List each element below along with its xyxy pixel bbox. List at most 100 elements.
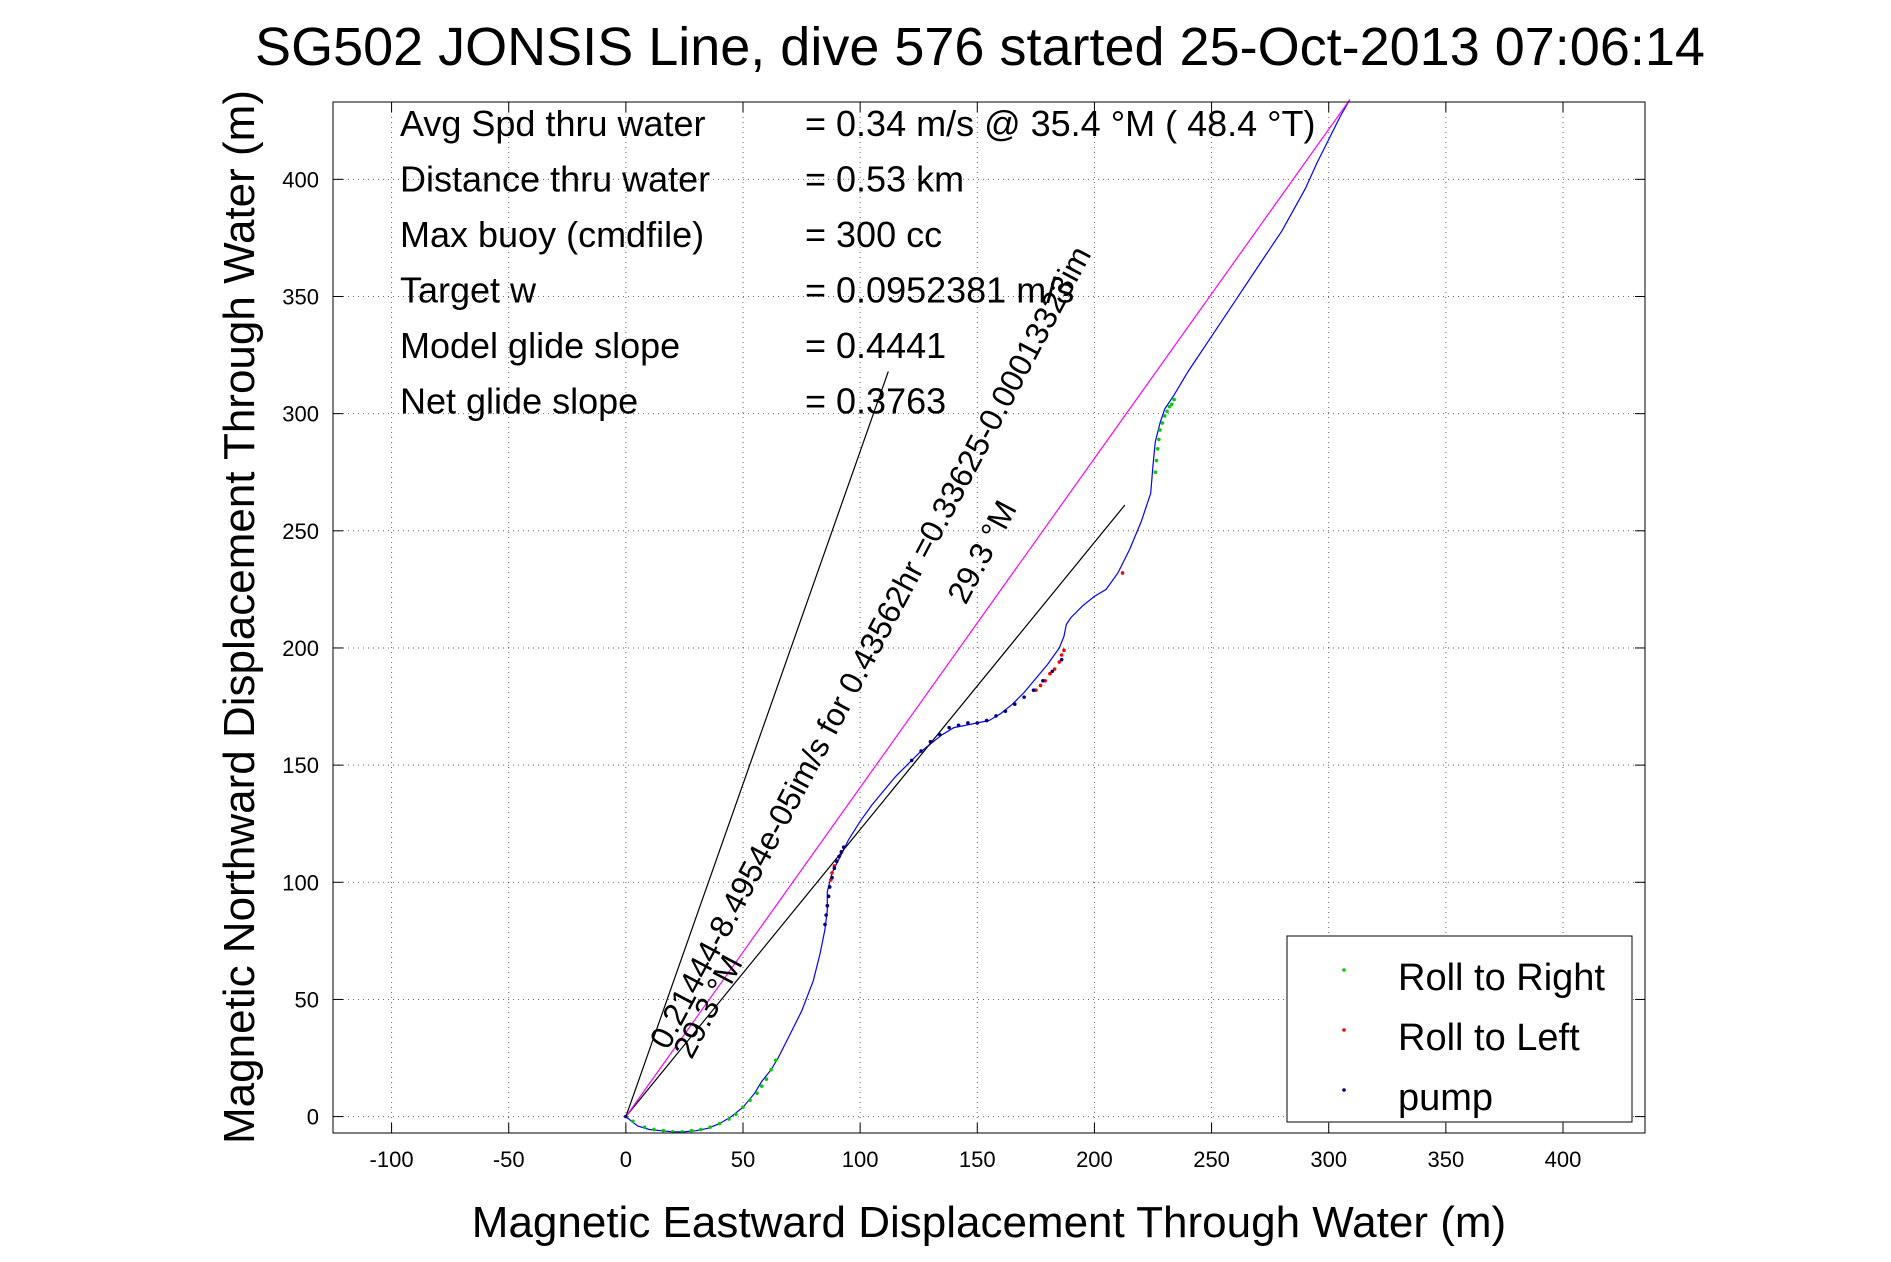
marker-pump bbox=[984, 718, 989, 723]
series-glide-line-1 bbox=[625, 371, 889, 1117]
marker-pump bbox=[1059, 657, 1064, 662]
marker-roll-to-right bbox=[708, 1125, 712, 1129]
marker-roll-to-right bbox=[661, 1128, 666, 1133]
x-tick-label: 150 bbox=[959, 1147, 996, 1172]
marker-roll-to-right bbox=[769, 1067, 773, 1072]
grid-lines bbox=[333, 102, 1645, 1133]
marker-roll-to-right bbox=[1167, 404, 1172, 409]
info-label: Distance thru water bbox=[400, 159, 710, 200]
marker-roll-to-right bbox=[1160, 421, 1165, 425]
info-label: Avg Spd thru water bbox=[400, 103, 706, 144]
x-tick-label: 300 bbox=[1310, 1147, 1347, 1172]
marker-roll-to-left bbox=[1120, 571, 1125, 575]
marker-roll-to-right bbox=[1153, 470, 1158, 475]
marker-roll-to-right bbox=[631, 1119, 635, 1124]
marker-pump bbox=[938, 732, 942, 737]
y-axis-label: Magnetic Northward Displacement Through … bbox=[215, 90, 264, 1144]
info-label: Model glide slope bbox=[400, 325, 680, 366]
info-label: Max buoy (cmdfile) bbox=[400, 214, 704, 255]
info-value: = 0.53 km bbox=[805, 159, 964, 200]
x-tick-label: 200 bbox=[1076, 1147, 1113, 1172]
x-tick-labels: -100 -50 0 50 100 150 200 250 300 350 400 bbox=[370, 1147, 1582, 1172]
marker-roll-to-right bbox=[727, 1117, 731, 1121]
marker-pump bbox=[841, 845, 846, 849]
marker-roll-to-right bbox=[1172, 397, 1176, 402]
marker-roll-to-left bbox=[1052, 667, 1057, 671]
marker-roll-to-right bbox=[1165, 409, 1169, 414]
marker-roll-to-left bbox=[1062, 648, 1066, 653]
marker-roll-to-right bbox=[652, 1127, 656, 1132]
x-tick-label: 250 bbox=[1193, 1147, 1230, 1172]
marker-roll-to-right bbox=[1155, 446, 1160, 451]
legend-marker-roll-right bbox=[1342, 968, 1346, 972]
tick-marks bbox=[333, 102, 1645, 1133]
marker-roll-to-right bbox=[734, 1112, 738, 1117]
marker-roll-to-right bbox=[1169, 402, 1174, 407]
marker-roll-to-right bbox=[748, 1098, 752, 1102]
marker-pump bbox=[826, 894, 831, 899]
y-tick-label: 250 bbox=[282, 519, 319, 544]
marker-pump bbox=[832, 866, 837, 871]
marker-pump bbox=[928, 739, 933, 744]
x-tick-label: -100 bbox=[370, 1147, 414, 1172]
legend-marker-roll-left bbox=[1342, 1028, 1346, 1032]
marker-pump bbox=[956, 723, 961, 728]
marker-pump bbox=[994, 714, 998, 718]
y-tick-label: 300 bbox=[282, 402, 319, 427]
series-glide-line-2 bbox=[625, 504, 1126, 1117]
marker-roll-to-right bbox=[1154, 458, 1159, 463]
info-text-block: Avg Spd thru water = 0.34 m/s @ 35.4 °M (… bbox=[400, 103, 1316, 422]
marker-pump bbox=[919, 749, 923, 753]
y-tick-label: 400 bbox=[282, 167, 319, 192]
y-tick-label: 350 bbox=[282, 284, 319, 309]
marker-roll-to-left bbox=[1059, 653, 1064, 657]
x-tick-label: -50 bbox=[493, 1147, 525, 1172]
marker-roll-to-left bbox=[1038, 683, 1043, 688]
marker-pump bbox=[1031, 688, 1036, 692]
x-tick-label: 400 bbox=[1545, 1147, 1582, 1172]
info-value: = 0.34 m/s @ 35.4 °M ( 48.4 °T) bbox=[805, 103, 1316, 144]
marker-pump bbox=[839, 850, 844, 854]
marker-pump bbox=[824, 913, 828, 917]
x-axis-label: Magnetic Eastward Displacement Through W… bbox=[472, 1198, 1506, 1247]
marker-roll-to-right bbox=[717, 1121, 722, 1126]
legend-label-roll-left: Roll to Left bbox=[1398, 1017, 1580, 1059]
y-tick-label: 200 bbox=[282, 636, 319, 661]
marker-roll-to-right bbox=[1158, 428, 1162, 432]
marker-pump bbox=[947, 725, 951, 730]
marker-pump bbox=[1041, 678, 1045, 683]
x-tick-label: 350 bbox=[1427, 1147, 1464, 1172]
info-value: = 0.3763 bbox=[805, 381, 946, 422]
marker-roll-to-right bbox=[1162, 414, 1167, 418]
marker-pump bbox=[830, 875, 834, 880]
marker-roll-to-right bbox=[689, 1128, 694, 1133]
marker-pump bbox=[1022, 695, 1026, 699]
marker-roll-to-left bbox=[1048, 671, 1052, 676]
marker-pump bbox=[827, 885, 832, 889]
info-value: = 0.4441 bbox=[805, 325, 946, 366]
marker-roll-to-right bbox=[741, 1105, 745, 1110]
y-tick-label: 50 bbox=[295, 987, 319, 1012]
x-tick-label: 100 bbox=[842, 1147, 879, 1172]
marker-pump bbox=[1012, 702, 1017, 706]
info-value: = 0.0952381 m/s bbox=[805, 270, 1074, 311]
marker-roll-to-right bbox=[759, 1084, 764, 1088]
legend-marker-pump bbox=[1342, 1088, 1346, 1092]
marker-pump bbox=[837, 854, 841, 859]
marker-layer bbox=[624, 397, 1176, 1134]
chart-title: SG502 JONSIS Line, dive 576 started 25-O… bbox=[255, 17, 1705, 77]
y-tick-label: 100 bbox=[282, 870, 319, 895]
marker-pump bbox=[1003, 709, 1008, 714]
marker-pump bbox=[909, 758, 914, 763]
y-tick-label: 0 bbox=[307, 1105, 319, 1130]
x-tick-label: 0 bbox=[620, 1147, 632, 1172]
marker-roll-to-right bbox=[642, 1125, 647, 1129]
legend: Roll to Right Roll to Left pump bbox=[1286, 935, 1633, 1123]
marker-pump bbox=[975, 721, 980, 725]
legend-label-roll-right: Roll to Right bbox=[1398, 957, 1605, 999]
y-tick-labels: 0 50 100 150 200 250 300 350 400 bbox=[282, 167, 319, 1129]
marker-pump bbox=[823, 922, 827, 927]
marker-roll-to-right bbox=[764, 1077, 769, 1081]
info-label: Net glide slope bbox=[400, 381, 638, 422]
